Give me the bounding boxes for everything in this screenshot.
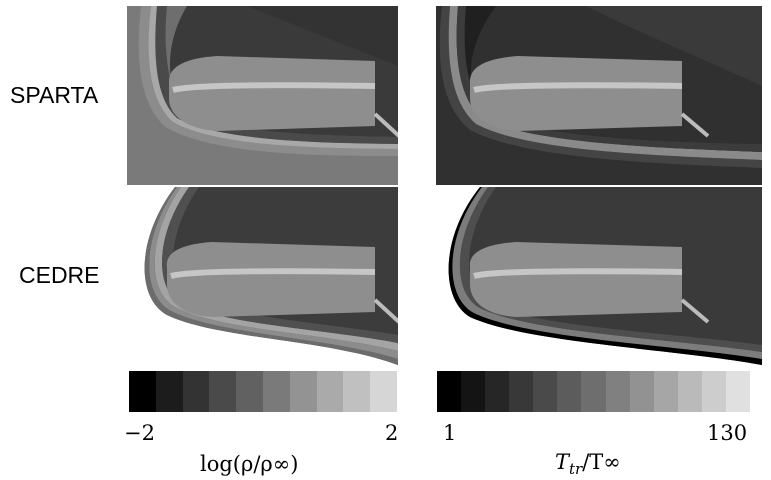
temperature-colorbar xyxy=(437,371,751,412)
colorbar-swatch xyxy=(316,371,344,412)
colorbar-swatch xyxy=(461,371,486,412)
row-label-sparta: SPARTA xyxy=(10,82,99,108)
colorbar-swatch xyxy=(370,371,397,412)
colorbar-swatch xyxy=(209,371,237,412)
density-colorbar xyxy=(129,371,397,412)
panel-cedre-temperature xyxy=(436,187,762,365)
colorbar-swatch xyxy=(557,371,582,412)
colorbar-swatch xyxy=(725,371,751,412)
panel-cedre-density xyxy=(127,187,398,365)
temperature-symbol: T xyxy=(555,450,570,474)
colorbar-swatch xyxy=(653,371,678,412)
temperature-denominator: /T∞ xyxy=(582,450,621,474)
temperature-colorbar-max: 130 xyxy=(707,421,748,445)
colorbar-swatch xyxy=(701,371,726,412)
row-label-cedre: CEDRE xyxy=(19,262,100,288)
flow-field-sparta-density xyxy=(127,6,398,185)
flow-field-cedre-temperature xyxy=(436,187,762,365)
temperature-subscript: tr xyxy=(569,460,583,479)
colorbar-swatch xyxy=(677,371,702,412)
colorbar-swatch xyxy=(533,371,558,412)
colorbar-swatch xyxy=(629,371,654,412)
colorbar-swatch xyxy=(182,371,210,412)
colorbar-swatch xyxy=(236,371,263,412)
colorbar-swatch xyxy=(155,371,183,412)
density-colorbar-min: −2 xyxy=(124,421,155,445)
temperature-colorbar-min: 1 xyxy=(443,421,457,445)
colorbar-swatch xyxy=(343,371,371,412)
colorbar-swatch xyxy=(129,371,156,412)
colorbar-swatch xyxy=(485,371,510,412)
colorbar-swatch xyxy=(262,371,290,412)
density-colorbar-max: 2 xyxy=(385,421,399,445)
colorbar-swatch xyxy=(289,371,317,412)
density-colorbar-label: log(ρ/ρ∞) xyxy=(200,452,299,476)
colorbar-swatch xyxy=(605,371,630,412)
colorbar-swatch xyxy=(581,371,606,412)
panel-sparta-density xyxy=(127,6,398,185)
flow-field-sparta-temperature xyxy=(436,6,762,185)
colorbar-swatch xyxy=(509,371,534,412)
colorbar-swatch xyxy=(437,371,462,412)
temperature-colorbar-label: Ttr/T∞ xyxy=(555,450,621,479)
flow-field-cedre-density xyxy=(127,187,398,365)
panel-sparta-temperature xyxy=(436,6,762,185)
